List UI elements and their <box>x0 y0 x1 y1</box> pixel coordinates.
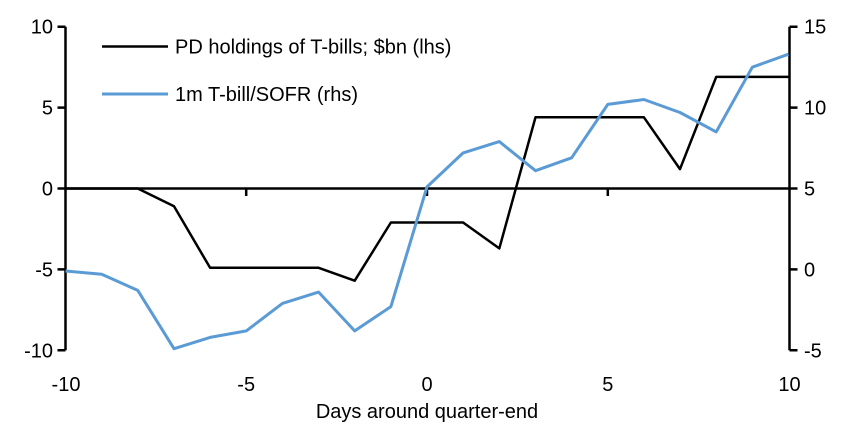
x-tick-label: 5 <box>602 374 613 396</box>
right-tick-label: 5 <box>804 179 815 201</box>
legend-label-pd-holdings: PD holdings of T-bills; $bn (lhs) <box>175 37 451 59</box>
right-tick-label: 15 <box>804 17 826 39</box>
right-tick-label: -5 <box>804 340 822 362</box>
legend: PD holdings of T-bills; $bn (lhs) 1m T-b… <box>102 37 451 106</box>
left-tick-label: 5 <box>42 98 53 120</box>
left-tick-label: -10 <box>24 340 53 362</box>
left-axis-tick-labels: 10 5 0 -5 -10 <box>24 17 53 363</box>
left-tick-label: 10 <box>31 17 53 39</box>
right-tick-label: 10 <box>804 98 826 120</box>
x-axis-title: Days around quarter-end <box>316 401 538 423</box>
legend-item-tbill-sofr: 1m T-bill/SOFR (rhs) <box>102 84 358 106</box>
x-tick-label: 0 <box>421 374 432 396</box>
x-tick-label: 10 <box>778 374 800 396</box>
series-layer <box>65 52 790 351</box>
pd-holdings-line <box>65 75 789 282</box>
x-axis-tick-labels: -10 -5 0 5 10 <box>52 374 801 396</box>
left-tick-label: -5 <box>35 259 53 281</box>
x-tick-label: -5 <box>237 374 255 396</box>
legend-item-pd-holdings: PD holdings of T-bills; $bn (lhs) <box>102 37 451 59</box>
right-tick-label: 0 <box>804 259 815 281</box>
right-axis-tick-labels: 15 10 5 0 -5 <box>804 17 826 363</box>
legend-label-tbill-sofr: 1m T-bill/SOFR (rhs) <box>175 84 358 106</box>
x-tick-label: -10 <box>52 374 81 396</box>
right-axis <box>788 25 798 352</box>
left-axis <box>57 25 67 352</box>
left-tick-label: 0 <box>42 179 53 201</box>
tbill-sofr-line <box>65 52 790 351</box>
